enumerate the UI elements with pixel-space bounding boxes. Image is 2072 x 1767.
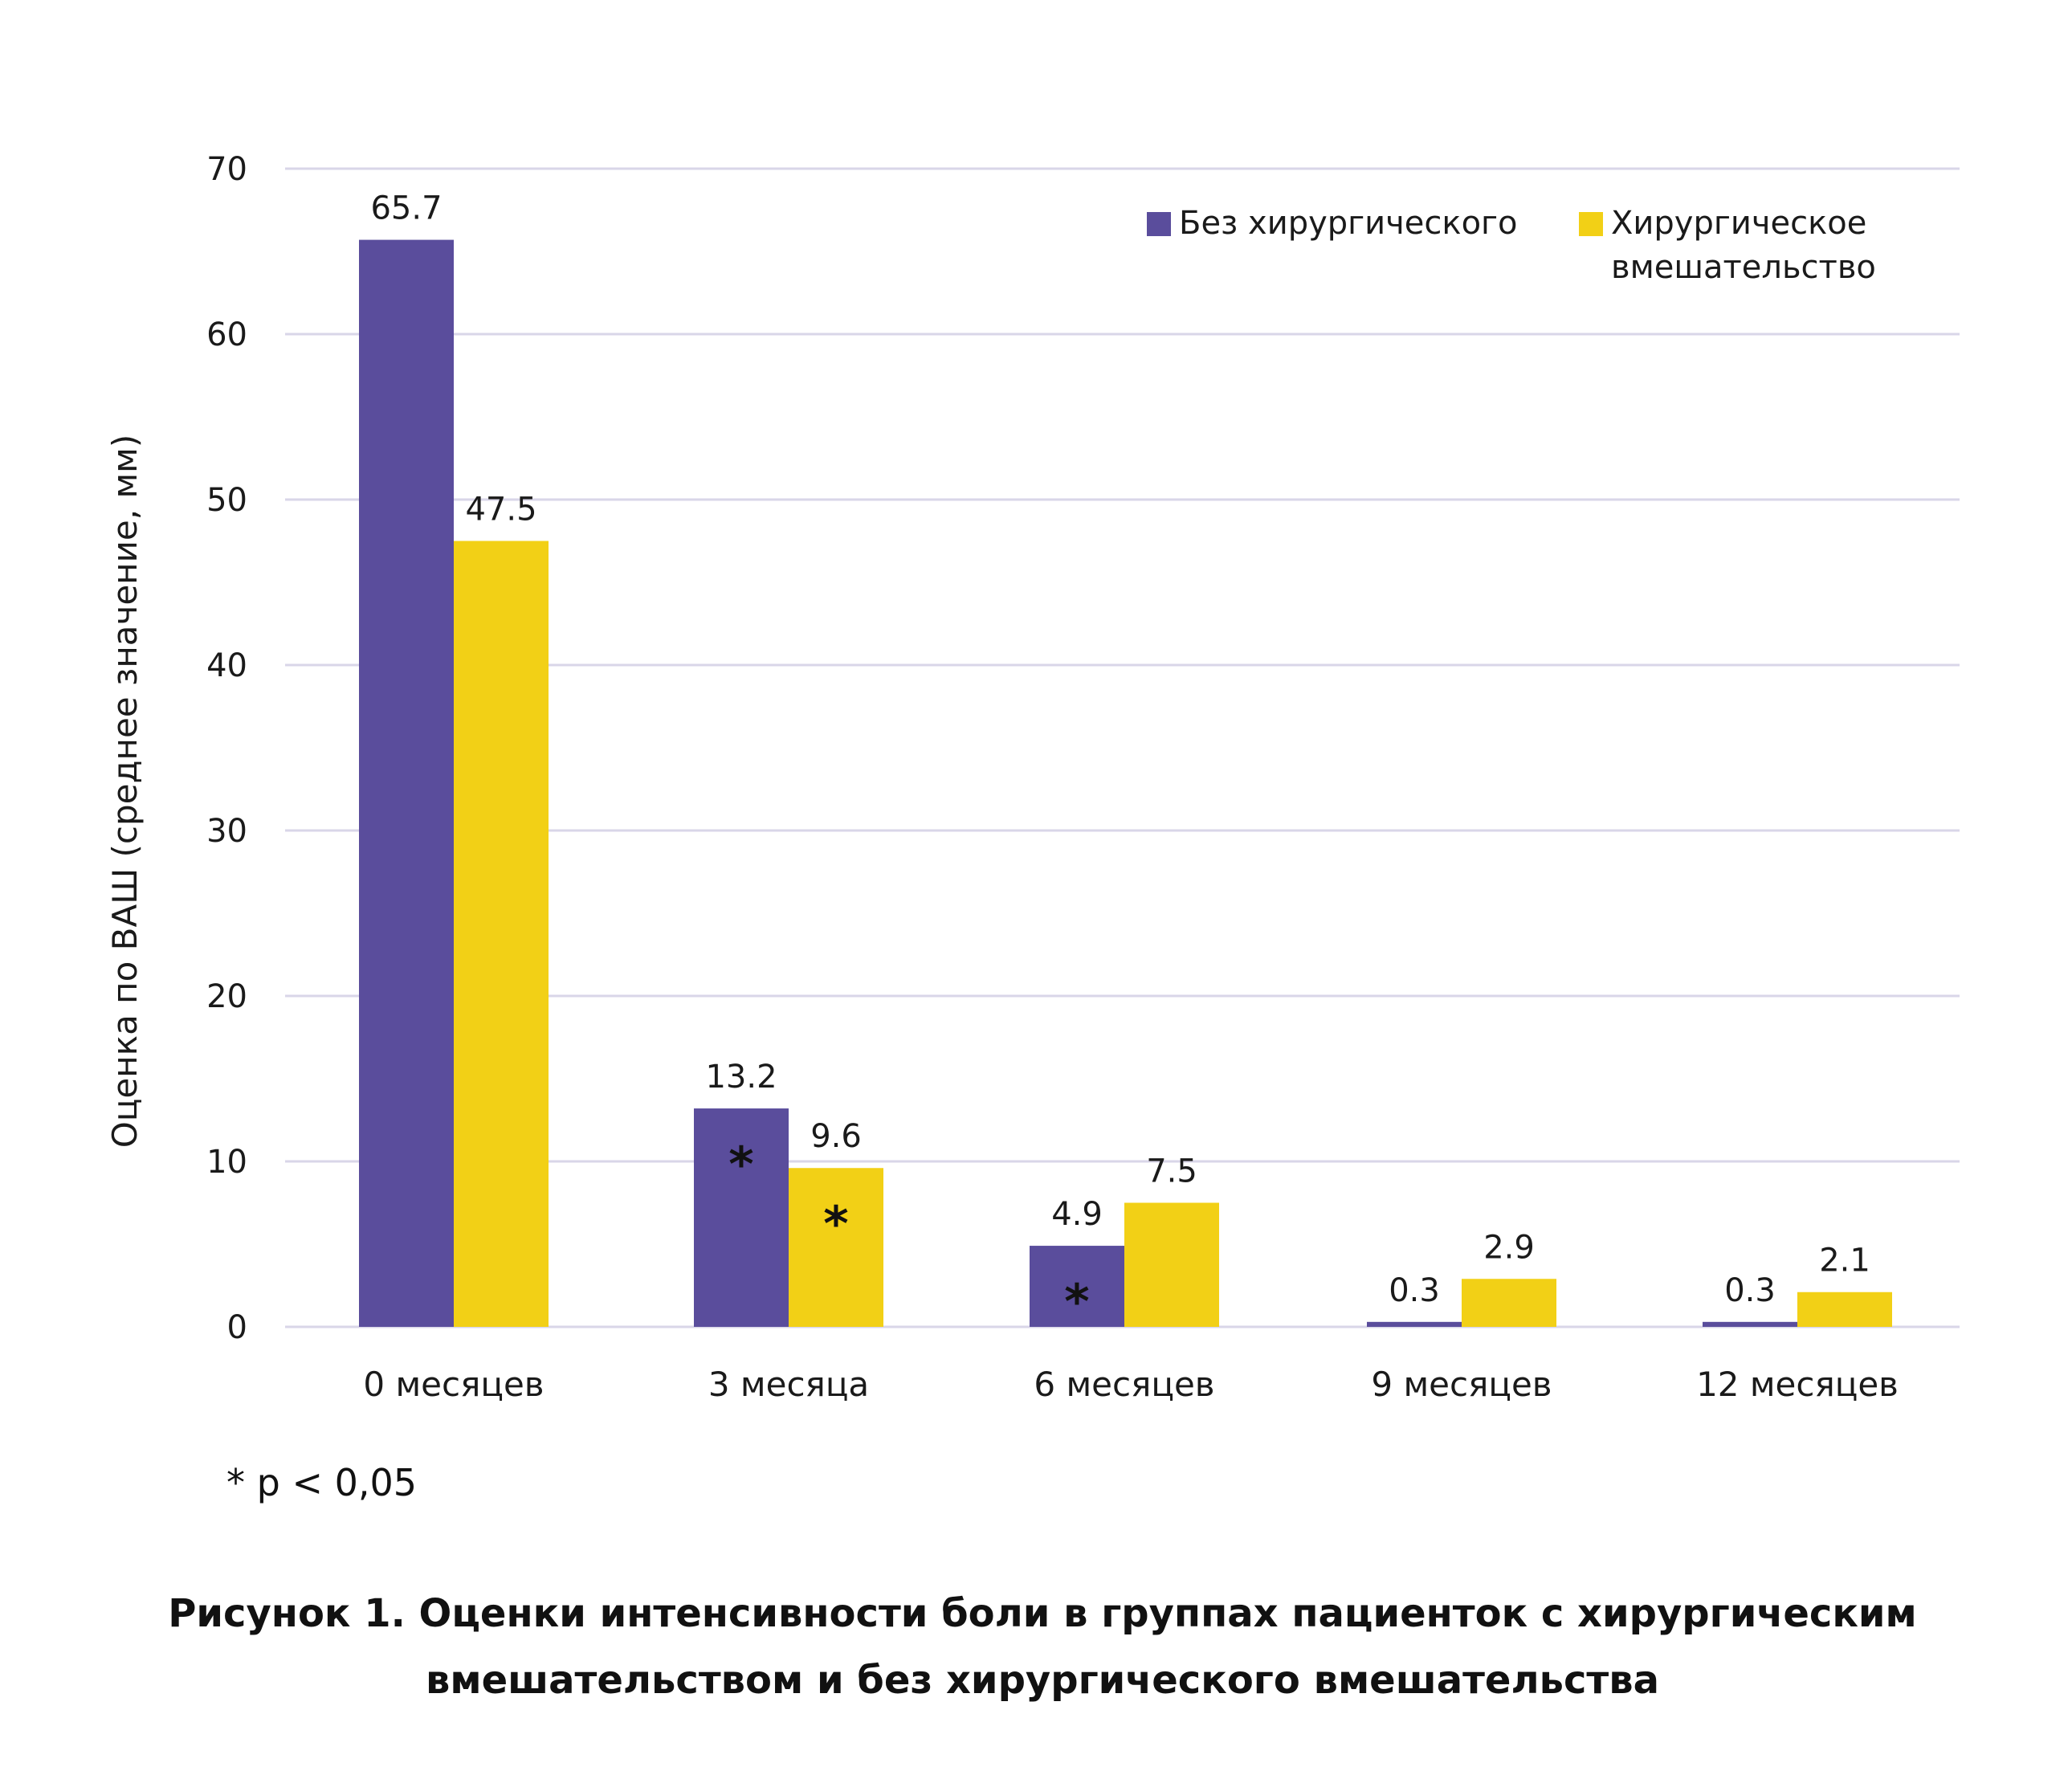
x-category-label: 6 месяцев [1034,1365,1214,1404]
value-label: 47.5 [465,492,536,528]
value-label: 0.3 [1724,1272,1776,1309]
x-category-label: 9 месяцев [1371,1365,1552,1404]
bar-surgery [789,1168,883,1327]
bar-without-surgery [1367,1321,1462,1327]
bars [359,239,1892,1328]
figure-caption-line1: Рисунок 1. Оценки интенсивности боли в г… [168,1591,1917,1636]
significance-star: * [728,1137,753,1193]
footnote: * p < 0,05 [226,1461,417,1504]
value-label: 2.1 [1819,1243,1870,1279]
legend-label-surgery-line1: Хирургическое [1611,205,1866,242]
legend-label-without-surgery: Без хирургического [1179,205,1518,242]
y-tick-label: 40 [206,647,247,684]
bar-without-surgery [694,1108,789,1327]
bar-surgery [1797,1292,1892,1327]
bar-surgery [1124,1202,1219,1327]
y-axis-ticks: 0 10 20 30 40 50 60 70 [206,151,247,1346]
value-label: 13.2 [705,1059,777,1096]
value-label: 65.7 [370,190,442,227]
bar-without-surgery [359,239,454,1328]
bar-without-surgery [1030,1246,1124,1327]
legend-swatch-surgery [1579,212,1603,236]
value-label: 9.6 [810,1118,862,1155]
legend: Без хирургического Хирургическое вмешате… [1147,205,1876,286]
value-label: 2.9 [1483,1229,1535,1266]
x-axis-categories: 0 месяцев 3 месяца 6 месяцев 9 месяцев 12 ме… [363,1365,1899,1404]
value-label: 4.9 [1051,1196,1103,1233]
bar-surgery [454,541,549,1327]
significance-star: * [1064,1274,1089,1330]
y-tick-label: 60 [206,316,247,353]
value-label: 0.3 [1389,1272,1440,1309]
x-category-label: 12 месяцев [1696,1365,1899,1404]
grid-lines [285,167,1960,1328]
significance-star: * [823,1196,848,1252]
value-labels: 65.7 47.5 13.2 * 9.6 * 4.9 * 7.5 0.3 2.9 0.3 2.1 [370,190,1870,1330]
bar-without-surgery [1703,1321,1797,1327]
value-label: 7.5 [1146,1153,1197,1190]
y-tick-label: 70 [206,151,247,188]
legend-swatch-without-surgery [1147,212,1171,236]
y-tick-label: 0 [227,1309,247,1346]
y-axis-title: Оценка по ВАШ (среднее значение, мм) [105,435,145,1148]
bar-surgery [1462,1279,1556,1327]
y-tick-label: 30 [206,813,247,850]
x-category-label: 3 месяца [708,1365,869,1404]
legend-label-surgery-line2: вмешательство [1611,249,1876,286]
y-tick-label: 10 [206,1144,247,1181]
y-tick-label: 50 [206,482,247,519]
x-category-label: 0 месяцев [363,1365,544,1404]
figure-caption-line2: вмешательством и без хирургического вмеш… [426,1658,1659,1703]
y-tick-label: 20 [206,978,247,1015]
